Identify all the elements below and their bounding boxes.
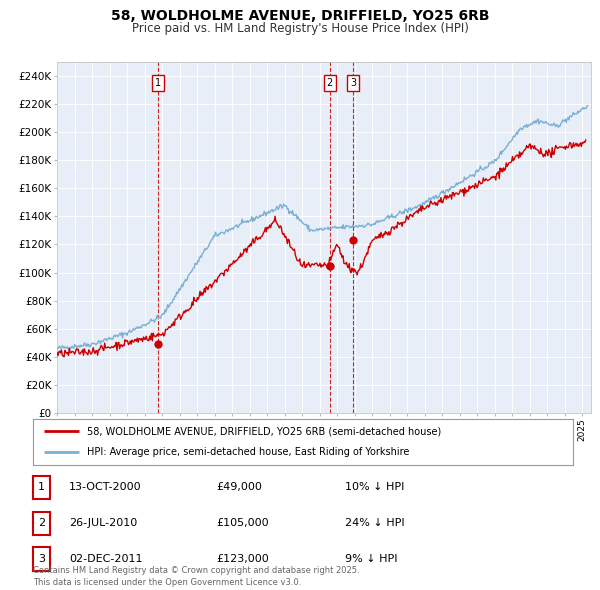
Text: 58, WOLDHOLME AVENUE, DRIFFIELD, YO25 6RB: 58, WOLDHOLME AVENUE, DRIFFIELD, YO25 6R… bbox=[111, 9, 489, 23]
Text: 24% ↓ HPI: 24% ↓ HPI bbox=[345, 519, 404, 528]
Text: Contains HM Land Registry data © Crown copyright and database right 2025.
This d: Contains HM Land Registry data © Crown c… bbox=[33, 566, 359, 587]
Text: 3: 3 bbox=[38, 554, 45, 563]
Text: 26-JUL-2010: 26-JUL-2010 bbox=[69, 519, 137, 528]
Text: £105,000: £105,000 bbox=[216, 519, 269, 528]
Text: 02-DEC-2011: 02-DEC-2011 bbox=[69, 554, 143, 563]
Text: £49,000: £49,000 bbox=[216, 483, 262, 492]
Text: £123,000: £123,000 bbox=[216, 554, 269, 563]
Text: Price paid vs. HM Land Registry's House Price Index (HPI): Price paid vs. HM Land Registry's House … bbox=[131, 22, 469, 35]
Text: 1: 1 bbox=[38, 483, 45, 492]
Text: 3: 3 bbox=[350, 78, 356, 88]
Text: HPI: Average price, semi-detached house, East Riding of Yorkshire: HPI: Average price, semi-detached house,… bbox=[87, 447, 409, 457]
Text: 9% ↓ HPI: 9% ↓ HPI bbox=[345, 554, 398, 563]
Text: 10% ↓ HPI: 10% ↓ HPI bbox=[345, 483, 404, 492]
Text: 13-OCT-2000: 13-OCT-2000 bbox=[69, 483, 142, 492]
Text: 2: 2 bbox=[38, 519, 45, 528]
Text: 58, WOLDHOLME AVENUE, DRIFFIELD, YO25 6RB (semi-detached house): 58, WOLDHOLME AVENUE, DRIFFIELD, YO25 6R… bbox=[87, 427, 441, 437]
Text: 2: 2 bbox=[326, 78, 333, 88]
Text: 1: 1 bbox=[155, 78, 161, 88]
